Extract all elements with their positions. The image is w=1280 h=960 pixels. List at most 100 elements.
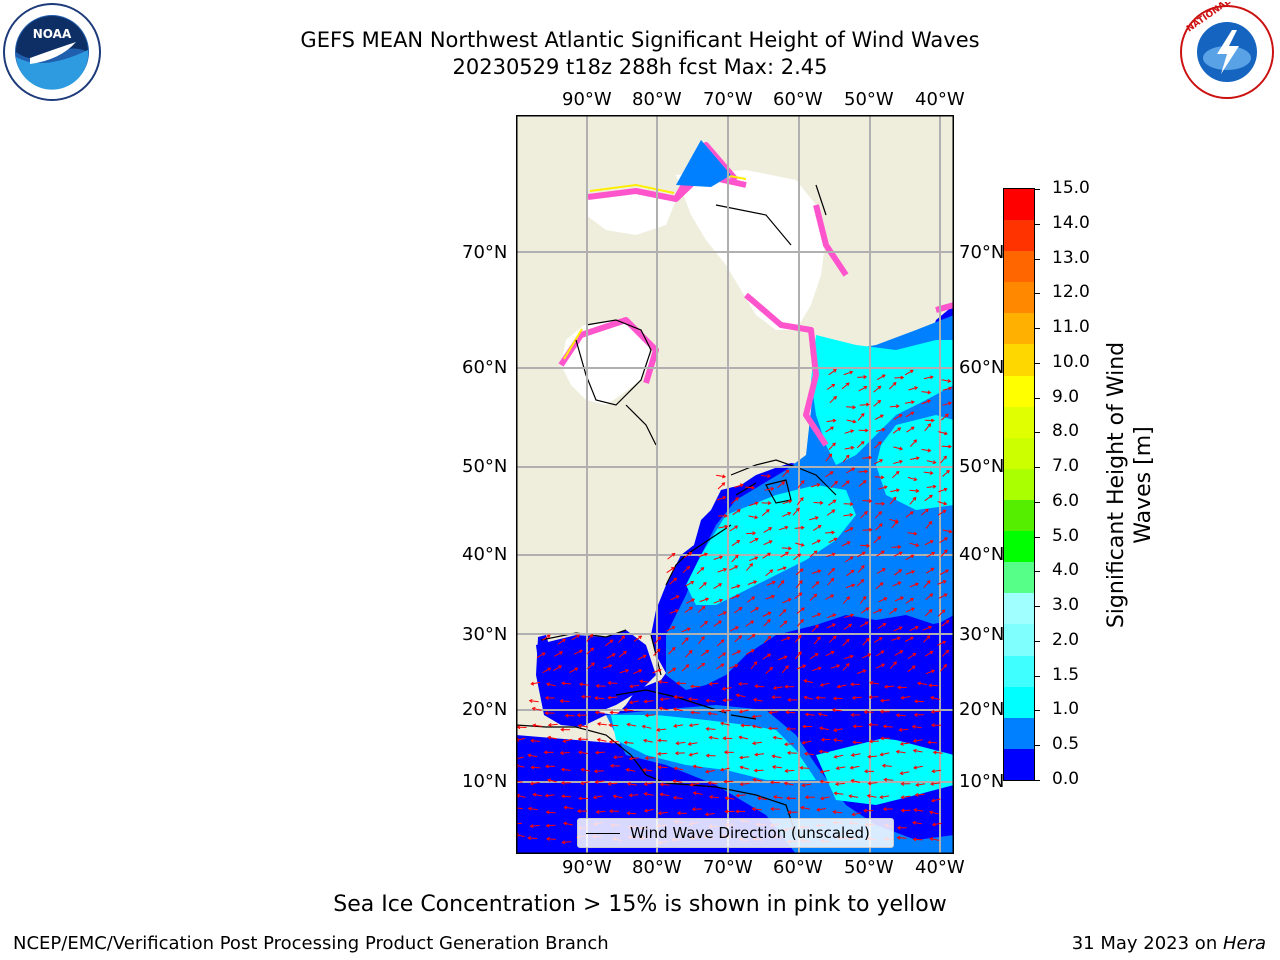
wave-arrow-head	[768, 527, 773, 531]
wave-arrow-head	[879, 414, 884, 419]
wave-arrow	[928, 741, 938, 744]
wave-arrow-head	[612, 794, 617, 799]
wave-arrow	[802, 740, 812, 744]
wave-arrow	[709, 682, 719, 685]
wave-arrow-head	[931, 669, 936, 674]
wave-arrow-head	[883, 597, 888, 601]
wave-arrow	[904, 401, 914, 404]
wave-arrow-head	[850, 613, 855, 618]
wave-arrow-head	[735, 809, 739, 814]
wave-arrow-head	[894, 520, 899, 525]
wave-arrow-head	[685, 664, 690, 668]
colorbar-tick	[1034, 571, 1040, 573]
wave-arrow	[846, 419, 856, 423]
wave-arrow-head	[786, 750, 791, 755]
wave-arrow-head	[559, 651, 564, 655]
wave-arrow	[909, 626, 919, 632]
wave-arrow-head	[734, 565, 739, 569]
wave-arrow	[668, 647, 676, 655]
wave-arrow-head	[560, 780, 565, 785]
wave-arrow-head	[868, 695, 873, 700]
wave-arrow-head	[719, 767, 724, 772]
lat-label-left: 40°N	[462, 544, 508, 565]
wave-arrow	[809, 594, 817, 601]
wave-arrow	[876, 550, 885, 557]
wave-arrow	[941, 379, 951, 382]
wave-arrow-head	[718, 620, 722, 625]
wave-arrow	[630, 684, 640, 688]
wave-arrow-head	[895, 470, 900, 475]
wave-arrow-head	[559, 750, 564, 755]
wave-arrow-head	[815, 695, 820, 700]
wave-arrow-head	[623, 708, 628, 712]
wave-arrow	[681, 627, 691, 633]
wave-arrow	[900, 742, 910, 745]
wave-arrow-head	[943, 455, 947, 460]
wave-arrow-head	[817, 712, 822, 717]
wave-arrow	[905, 570, 915, 575]
wave-arrow-head	[673, 723, 678, 728]
wave-arrow-head	[834, 480, 839, 485]
wave-arrow	[573, 649, 583, 655]
wave-arrow	[802, 783, 812, 786]
wave-arrow	[755, 753, 765, 756]
wave-arrow	[826, 383, 835, 390]
colorbar-tick-label: 0.5	[1052, 734, 1080, 755]
wave-arrow	[701, 650, 709, 657]
wave-arrow	[795, 568, 804, 576]
wave-arrow	[843, 623, 852, 630]
wave-arrow-head	[830, 577, 835, 582]
wave-arrow-head	[801, 607, 805, 611]
colorbar-tick-label: 7.0	[1052, 456, 1080, 477]
wave-arrow-head	[659, 782, 664, 787]
wave-arrow	[842, 639, 850, 647]
wave-arrow	[730, 594, 740, 600]
wave-arrow-head	[864, 621, 869, 626]
wave-arrow	[804, 753, 814, 756]
wave-arrow-head	[688, 723, 693, 728]
wave-arrow	[910, 457, 919, 460]
wave-arrow-head	[943, 487, 948, 492]
wave-arrow	[942, 470, 950, 477]
wave-arrow	[894, 650, 903, 656]
wave-arrow	[769, 711, 779, 714]
wave-arrow	[930, 782, 940, 785]
map-legend: Wind Wave Direction (unscaled)	[577, 818, 894, 848]
wave-arrow	[684, 606, 693, 613]
wave-arrow-head	[911, 570, 916, 574]
wave-arrow	[820, 769, 830, 773]
wave-arrow	[873, 459, 883, 465]
graticule	[516, 115, 954, 854]
wave-arrow-head	[941, 609, 946, 614]
wave-arrow-head	[893, 661, 897, 666]
wave-arrow	[752, 725, 762, 729]
wave-arrow-head	[817, 525, 822, 529]
wave-arrow	[874, 441, 882, 449]
wave-arrow	[542, 667, 551, 674]
wave-arrow-head	[574, 667, 579, 672]
sea-ice-note: Sea Ice Concentration > 15% is shown in …	[333, 892, 947, 917]
wave-arrow-head	[802, 664, 807, 669]
wave-arrow-head	[784, 768, 789, 773]
wave-arrow-head	[819, 682, 824, 687]
wave-arrow-head	[800, 542, 805, 547]
wave-arrow	[752, 741, 762, 744]
wave-arrow-head	[927, 399, 931, 404]
wave-arrow-head	[628, 793, 633, 798]
lat-label-right: 40°N	[959, 544, 1005, 565]
wave-arrow-head	[735, 497, 740, 501]
wave-arrow	[843, 371, 853, 376]
wave-arrow	[909, 489, 919, 492]
wave-arrow	[688, 698, 698, 700]
wave-arrow-head	[560, 767, 565, 772]
wave-arrow-head	[830, 426, 834, 431]
wave-arrow-head	[850, 429, 855, 434]
wave-arrow	[859, 596, 867, 604]
wave-arrow-head	[868, 739, 873, 744]
wave-arrow-head	[860, 440, 865, 445]
wave-arrow-head	[707, 711, 712, 716]
wave-arrow-head	[915, 582, 919, 587]
wave-arrow-head	[898, 727, 903, 732]
wave-arrow-head	[929, 471, 934, 475]
wave-arrow-head	[722, 736, 727, 741]
